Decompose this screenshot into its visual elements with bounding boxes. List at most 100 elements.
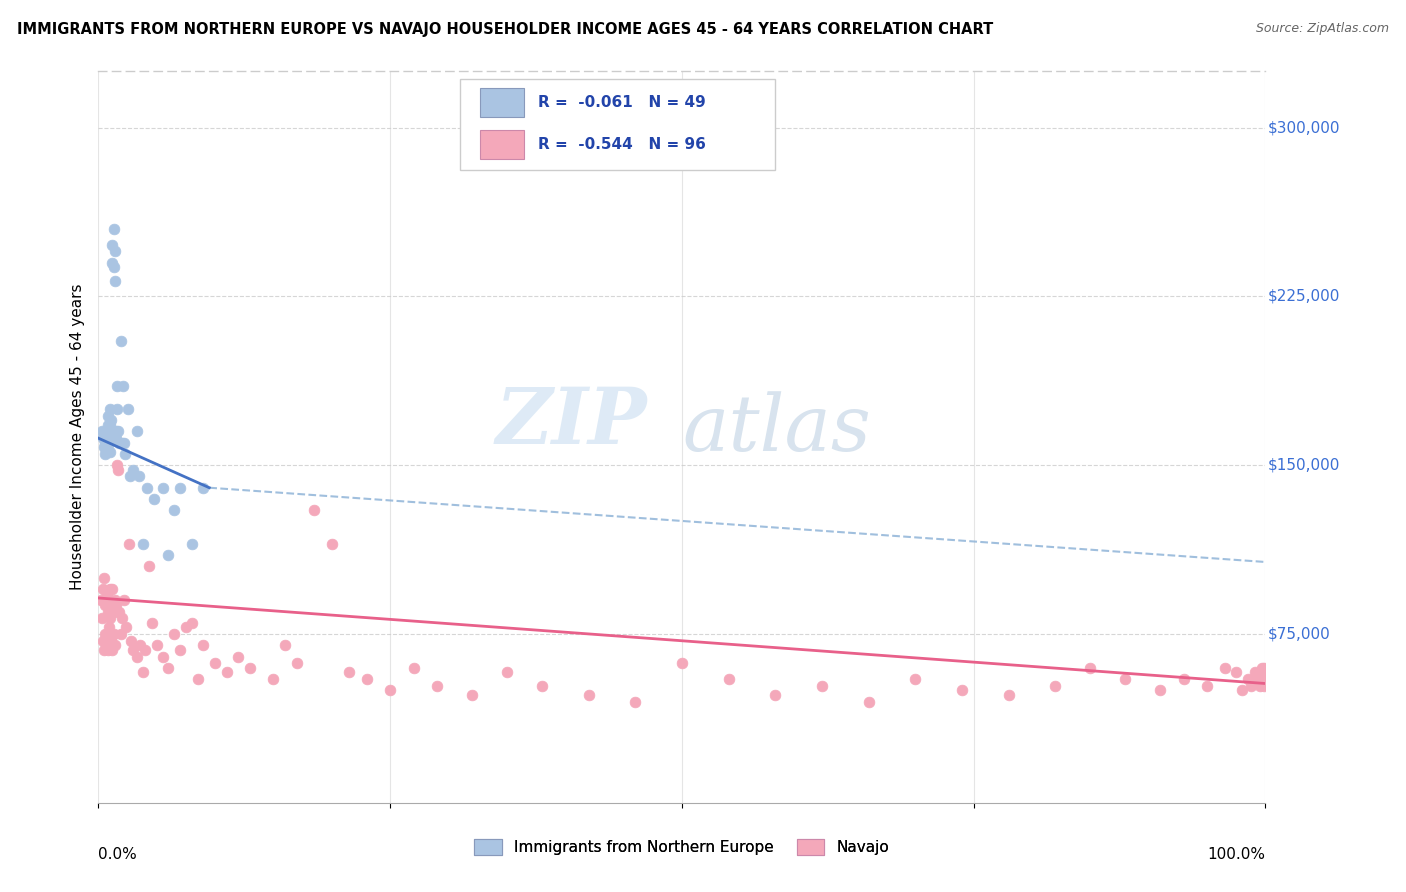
Point xyxy=(96,589,118,603)
Point xyxy=(1249,679,1271,693)
Point xyxy=(103,260,125,275)
Point xyxy=(143,491,166,506)
Point xyxy=(90,425,112,439)
Point xyxy=(104,638,127,652)
Point xyxy=(104,425,127,439)
Point xyxy=(107,463,129,477)
Point xyxy=(152,481,174,495)
Point xyxy=(132,665,155,680)
Point xyxy=(1230,683,1253,698)
Point xyxy=(98,611,121,625)
Point xyxy=(96,440,118,454)
Point xyxy=(101,237,124,252)
Point xyxy=(169,642,191,657)
Point xyxy=(97,642,120,657)
Point xyxy=(1213,661,1236,675)
Point xyxy=(1173,672,1195,686)
Point xyxy=(98,444,121,458)
Point xyxy=(1080,661,1102,675)
Point xyxy=(180,615,202,630)
Text: IMMIGRANTS FROM NORTHERN EUROPE VS NAVAJO HOUSEHOLDER INCOME AGES 45 - 64 YEARS : IMMIGRANTS FROM NORTHERN EUROPE VS NAVAJ… xyxy=(17,22,993,37)
Text: 100.0%: 100.0% xyxy=(1208,847,1265,862)
Point xyxy=(110,627,132,641)
Point xyxy=(304,503,326,517)
Point xyxy=(98,417,121,432)
Point xyxy=(97,620,120,634)
Point xyxy=(100,598,122,612)
Point xyxy=(100,413,122,427)
Point xyxy=(91,582,114,596)
Point xyxy=(461,688,484,702)
Point xyxy=(122,642,145,657)
Point xyxy=(96,638,118,652)
Text: $150,000: $150,000 xyxy=(1268,458,1340,473)
Y-axis label: Householder Income Ages 45 - 64 years: Householder Income Ages 45 - 64 years xyxy=(69,284,84,591)
Point xyxy=(120,633,142,648)
Point xyxy=(118,537,141,551)
Bar xyxy=(479,130,524,159)
Point xyxy=(122,463,145,477)
Point xyxy=(426,679,449,693)
Point xyxy=(1254,665,1277,680)
Point xyxy=(858,694,880,708)
Point xyxy=(91,431,114,445)
Text: R =  -0.544   N = 96: R = -0.544 N = 96 xyxy=(538,137,706,152)
Point xyxy=(93,429,115,443)
Point xyxy=(496,665,519,680)
Point xyxy=(169,481,191,495)
Point xyxy=(1251,661,1274,675)
Point xyxy=(157,661,180,675)
Point xyxy=(1251,672,1274,686)
Point xyxy=(91,633,114,648)
Point xyxy=(274,638,297,652)
Point xyxy=(193,481,215,495)
Point xyxy=(356,672,378,686)
Text: $225,000: $225,000 xyxy=(1268,289,1340,304)
Point xyxy=(163,627,186,641)
Point xyxy=(337,665,360,680)
Point xyxy=(117,401,139,416)
Point xyxy=(94,598,117,612)
Point xyxy=(285,657,308,671)
Point xyxy=(163,503,186,517)
Point xyxy=(146,638,169,652)
Point xyxy=(128,469,150,483)
Point xyxy=(98,401,121,416)
Text: atlas: atlas xyxy=(682,392,870,468)
Text: Source: ZipAtlas.com: Source: ZipAtlas.com xyxy=(1256,22,1389,36)
Point xyxy=(101,642,124,657)
Point xyxy=(105,458,128,473)
Point xyxy=(112,435,135,450)
Point xyxy=(97,435,120,450)
Text: ZIP: ZIP xyxy=(495,384,647,460)
Point xyxy=(228,649,250,664)
Point xyxy=(204,657,226,671)
Point xyxy=(101,255,124,269)
Point xyxy=(90,593,112,607)
Point xyxy=(108,435,131,450)
Point xyxy=(152,649,174,664)
Point xyxy=(174,620,197,634)
Point xyxy=(111,435,134,450)
Point xyxy=(1253,661,1275,675)
Point xyxy=(380,683,402,698)
Point xyxy=(763,688,786,702)
Text: $75,000: $75,000 xyxy=(1268,626,1330,641)
Point xyxy=(180,537,202,551)
Point xyxy=(100,425,122,439)
Point xyxy=(187,672,209,686)
Point xyxy=(239,661,262,675)
Point xyxy=(98,431,121,445)
Point xyxy=(100,633,122,648)
Point xyxy=(402,661,425,675)
Point xyxy=(108,605,131,619)
Point xyxy=(1225,665,1247,680)
Point xyxy=(103,222,125,236)
Point xyxy=(94,447,117,461)
Point xyxy=(93,440,115,454)
Point xyxy=(97,605,120,619)
Point xyxy=(530,679,553,693)
Point xyxy=(157,548,180,562)
Point xyxy=(104,598,127,612)
Point xyxy=(94,627,117,641)
